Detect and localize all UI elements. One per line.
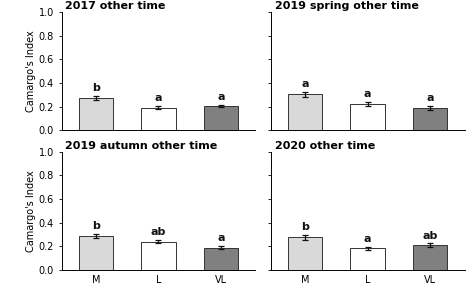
Text: b: b [301, 222, 309, 233]
Text: ab: ab [151, 227, 166, 237]
Bar [79, 98, 113, 130]
Y-axis label: Camargo's Index: Camargo's Index [26, 30, 36, 112]
Text: a: a [217, 233, 225, 243]
Bar [141, 242, 176, 270]
Bar [79, 236, 113, 270]
Text: 2019 autumn other time: 2019 autumn other time [65, 141, 218, 151]
Bar [413, 245, 447, 270]
Bar [288, 94, 322, 130]
Bar [204, 248, 238, 270]
Bar [141, 108, 176, 130]
Text: a: a [364, 234, 372, 244]
Bar [413, 108, 447, 130]
Text: a: a [364, 88, 372, 99]
Y-axis label: Camargo's Index: Camargo's Index [26, 170, 36, 252]
Bar [350, 104, 385, 130]
Text: 2020 other time: 2020 other time [275, 141, 375, 151]
Text: 2019 spring other time: 2019 spring other time [275, 1, 419, 11]
Text: a: a [301, 79, 309, 89]
Text: b: b [92, 221, 100, 231]
Bar [288, 238, 322, 270]
Bar [350, 248, 385, 270]
Text: a: a [155, 94, 162, 103]
Text: b: b [92, 83, 100, 93]
Bar [204, 106, 238, 130]
Text: ab: ab [422, 230, 438, 241]
Text: 2017 other time: 2017 other time [65, 1, 166, 11]
Text: a: a [217, 92, 225, 102]
Text: a: a [427, 93, 434, 103]
